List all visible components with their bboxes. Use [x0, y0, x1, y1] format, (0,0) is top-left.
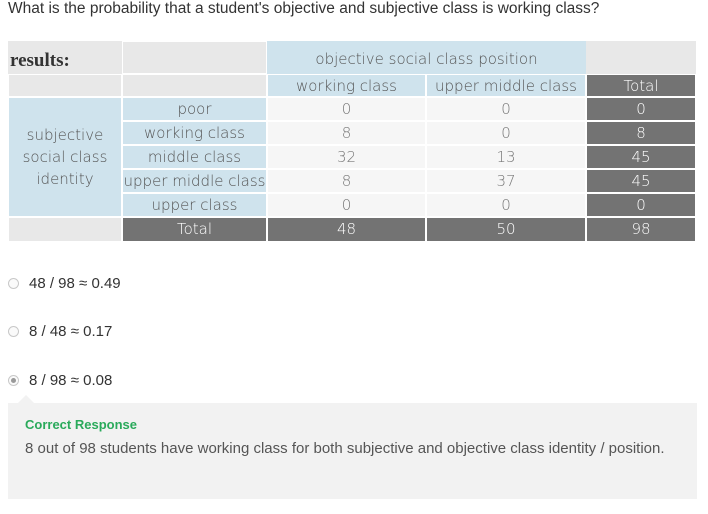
row-group-header: subjective social class identity — [8, 97, 122, 217]
cell-middle-total: 45 — [586, 145, 696, 169]
cell-upper-middle-working: 8 — [267, 169, 426, 193]
cell-poor-upper-middle: 0 — [426, 97, 586, 121]
cell-upper-middle-total: 45 — [586, 169, 696, 193]
blank-header-cell-3 — [122, 74, 267, 97]
feedback-title: Correct Response — [25, 417, 137, 432]
results-table: results: objective social class position… — [8, 41, 696, 242]
question-text: What is the probability that a student's… — [8, 0, 600, 17]
cell-middle-working: 32 — [267, 145, 426, 169]
cell-poor-total: 0 — [586, 97, 696, 121]
blank-header-cell — [122, 41, 267, 74]
total-upper-middle: 50 — [426, 217, 586, 242]
radio-button-selected[interactable] — [8, 374, 19, 386]
option-label: 8 / 48 ≈ 0.17 — [29, 322, 113, 340]
row-label-poor: poor — [122, 97, 267, 121]
cell-middle-upper-middle: 13 — [426, 145, 586, 169]
radio-button[interactable] — [8, 277, 19, 289]
blank-header-cell-2 — [8, 74, 122, 97]
row-label-middle-class: middle class — [122, 145, 267, 169]
row-label-upper-middle-class: upper middle class — [122, 169, 267, 193]
cell-upper-upper-middle: 0 — [426, 193, 586, 217]
cell-working-upper-middle: 0 — [426, 121, 586, 145]
blank-total-header-cell — [586, 41, 696, 74]
feedback-pointer — [18, 395, 34, 403]
feedback-panel: Correct Response 8 out of 98 students ha… — [8, 395, 697, 499]
cell-upper-middle-upper-middle: 37 — [426, 169, 586, 193]
cell-upper-working: 0 — [267, 193, 426, 217]
column-group-header: objective social class position — [267, 41, 586, 74]
column-header-upper-middle-class: upper middle class — [426, 74, 586, 97]
cell-poor-working: 0 — [267, 97, 426, 121]
cell-upper-total: 0 — [586, 193, 696, 217]
option-label: 48 / 98 ≈ 0.49 — [29, 274, 121, 292]
cell-working-working: 8 — [267, 121, 426, 145]
answer-option-3[interactable]: 8 / 98 ≈ 0.08 — [8, 369, 112, 391]
column-header-total: Total — [586, 74, 696, 97]
total-grand: 98 — [586, 217, 696, 242]
radio-button[interactable] — [8, 325, 19, 337]
total-row-blank — [8, 217, 122, 242]
feedback-text: 8 out of 98 students have working class … — [25, 440, 665, 457]
total-working: 48 — [267, 217, 426, 242]
row-label-upper-class: upper class — [122, 193, 267, 217]
cell-working-total: 8 — [586, 121, 696, 145]
row-label-working-class: working class — [122, 121, 267, 145]
total-row-label: Total — [122, 217, 267, 242]
results-label: results: — [10, 50, 70, 71]
column-header-working-class: working class — [267, 74, 426, 97]
results-label-cell: results: — [8, 41, 122, 74]
answer-option-1[interactable]: 48 / 98 ≈ 0.49 — [8, 272, 121, 294]
option-label: 8 / 98 ≈ 0.08 — [29, 371, 113, 389]
answer-option-2[interactable]: 8 / 48 ≈ 0.17 — [8, 320, 112, 342]
